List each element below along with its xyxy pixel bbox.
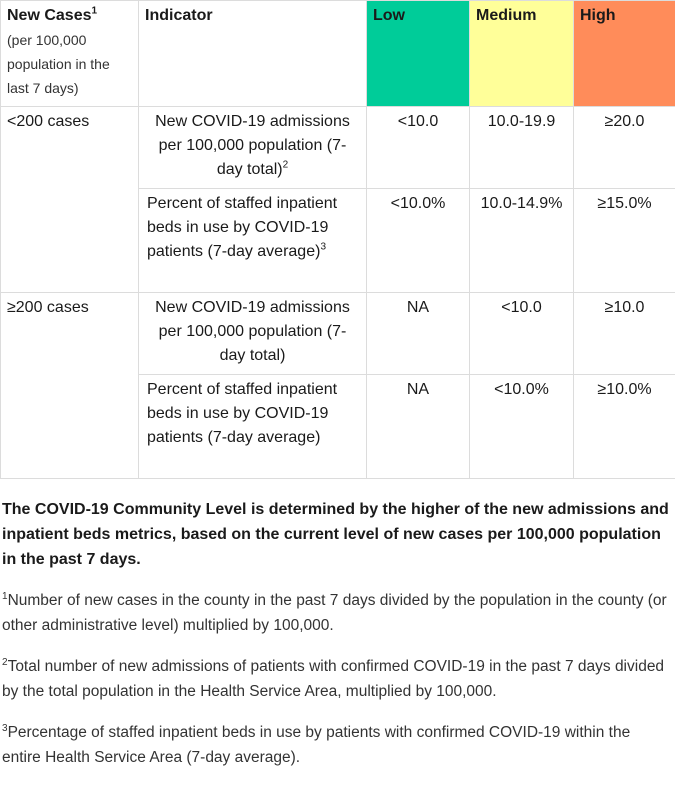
low-value: <10.0 [366,106,470,189]
indicator-text: New COVID-19 admissions per 100,000 popu… [155,113,350,178]
header-low: Low [366,0,470,107]
table-row: Percent of staffed inpatient beds in use… [1,374,675,479]
table-row: <200 cases New COVID-19 admissions per 1… [0,106,675,293]
header-indicator: Indicator [138,0,367,107]
footnote-ref-3: 3 [320,241,326,253]
footnote-text-3: Percentage of staffed inpatient beds in … [2,724,631,766]
low-value: NA [366,292,470,375]
footnote-text-1: Number of new cases in the county in the… [2,592,667,634]
footnote-ref-2: 2 [282,159,289,171]
header-new-cases-sub: (per 100,000 population in the last 7 da… [7,32,110,96]
indicator-text: New COVID-19 admissions per 100,000 popu… [155,299,350,364]
footnote-2: 2Total number of new admissions of patie… [2,654,671,704]
community-level-table: New Cases1 (per 100,000 population in th… [0,0,675,479]
footnote-ref-1: 1 [91,5,98,17]
table-row: Percent of staffed inpatient beds in use… [1,188,675,293]
table-header-row: New Cases1 (per 100,000 population in th… [0,0,675,107]
indicator-cell: New COVID-19 admissions per 100,000 popu… [138,106,367,189]
cases-group-low: <200 cases [0,106,139,293]
cases-group-high: ≥200 cases [0,292,139,479]
medium-value: <10.0 [469,292,574,375]
medium-value: 10.0-14.9% [469,188,574,293]
header-medium: Medium [469,0,574,107]
low-value: <10.0% [366,188,470,293]
high-value: ≥15.0% [573,188,675,293]
header-new-cases-label: New Cases [7,7,92,24]
footnote-3: 3Percentage of staffed inpatient beds in… [2,720,671,770]
footnote-text-2: Total number of new admissions of patien… [2,658,665,700]
footnote-1: 1Number of new cases in the county in th… [2,588,671,638]
high-value: ≥10.0 [573,292,675,375]
high-value: ≥20.0 [573,106,675,189]
low-value: NA [366,374,470,479]
indicator-cell: Percent of staffed inpatient beds in use… [138,188,367,293]
medium-value: 10.0-19.9 [469,106,574,189]
indicator-cell: Percent of staffed inpatient beds in use… [138,374,367,479]
summary-text: The COVID-19 Community Level is determin… [2,501,669,568]
footnote-num-2: 2 [2,656,8,668]
medium-value: <10.0% [469,374,574,479]
high-value: ≥10.0% [573,374,675,479]
indicator-text: Percent of staffed inpatient beds in use… [147,381,338,446]
indicator-text: Percent of staffed inpatient beds in use… [147,195,338,260]
table-row: ≥200 cases New COVID-19 admissions per 1… [0,292,675,479]
header-high: High [573,0,675,107]
indicator-cell: New COVID-19 admissions per 100,000 popu… [138,292,367,375]
header-new-cases: New Cases1 (per 100,000 population in th… [0,0,139,107]
footnote-num-1: 1 [2,590,8,602]
footnote-num-3: 3 [2,722,8,734]
